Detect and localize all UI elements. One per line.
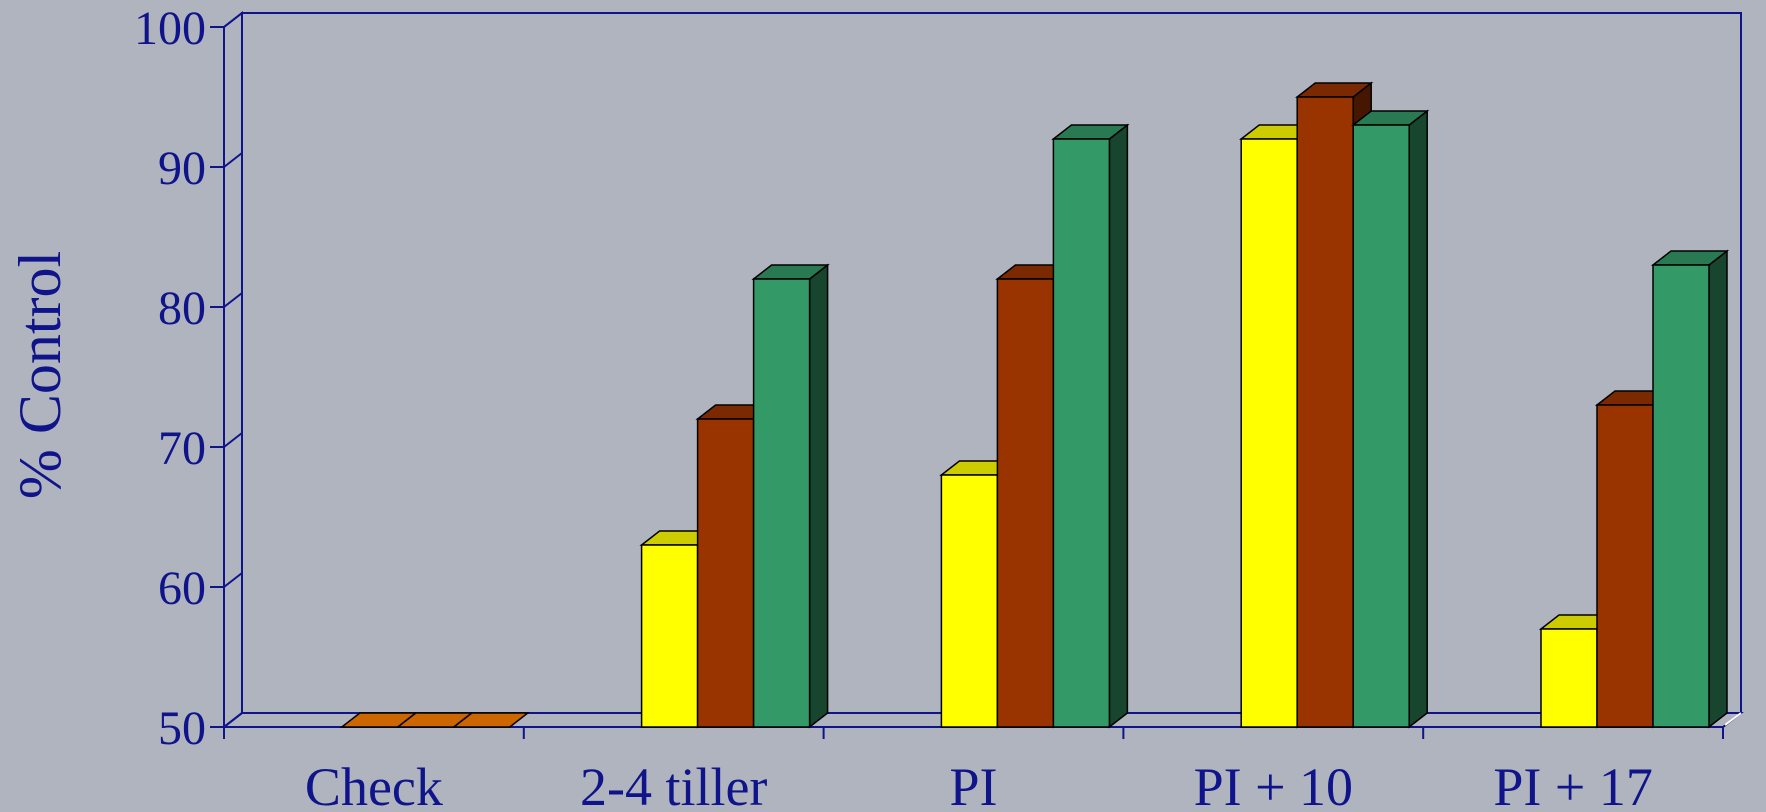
bar-front xyxy=(1540,628,1598,728)
bars xyxy=(339,81,1730,729)
y-tick-label: 100 xyxy=(134,2,206,55)
y-gridline-side xyxy=(223,572,243,588)
y-tick-label: 60 xyxy=(158,562,206,615)
bar xyxy=(1650,249,1730,729)
bar-side xyxy=(808,263,829,729)
x-category-label: PI + 17 xyxy=(1493,757,1652,812)
y-tick-label: 80 xyxy=(158,282,206,335)
y-gridline-side xyxy=(223,432,243,448)
bar-side xyxy=(1108,123,1129,729)
bar-front xyxy=(1240,138,1298,728)
x-category-label: Check xyxy=(305,757,443,812)
y-tick-label: 50 xyxy=(158,702,206,755)
x-category-label: PI xyxy=(949,757,997,812)
x-category-label: 2-4 tiller xyxy=(580,757,767,812)
bar-front xyxy=(640,544,699,728)
bar-front xyxy=(696,418,755,728)
x-category-label: PI + 10 xyxy=(1194,757,1353,812)
bar-front xyxy=(1296,96,1354,728)
bar xyxy=(751,263,830,729)
bar-front xyxy=(752,278,811,728)
y-gridline-side xyxy=(223,152,243,168)
y-axis-ticks: 50 60 70 80 90 100 xyxy=(134,2,243,755)
side-wall xyxy=(223,10,243,730)
bar xyxy=(451,712,530,728)
floor-corner xyxy=(1724,712,1742,726)
bar-front xyxy=(996,278,1055,728)
bar-front xyxy=(1052,138,1111,728)
y-gridline-side xyxy=(223,292,243,308)
bar-top xyxy=(451,712,530,728)
bar-side xyxy=(1708,249,1728,729)
bar-front xyxy=(940,474,999,728)
bar xyxy=(1051,123,1130,729)
x-axis-categories: Check 2-4 tiller PI PI + 10 PI + 17 xyxy=(223,727,1724,812)
y-gridline-side xyxy=(223,12,243,28)
y-tick-label: 90 xyxy=(158,142,206,195)
bar xyxy=(1351,109,1430,729)
bar-front xyxy=(1596,404,1654,728)
y-axis-label: % Control xyxy=(7,251,73,499)
bar-side xyxy=(1408,109,1428,729)
bar-front xyxy=(1652,264,1710,728)
y-gridline-side xyxy=(223,712,243,728)
y-tick-label: 70 xyxy=(158,422,206,475)
bar-front xyxy=(1352,124,1410,728)
